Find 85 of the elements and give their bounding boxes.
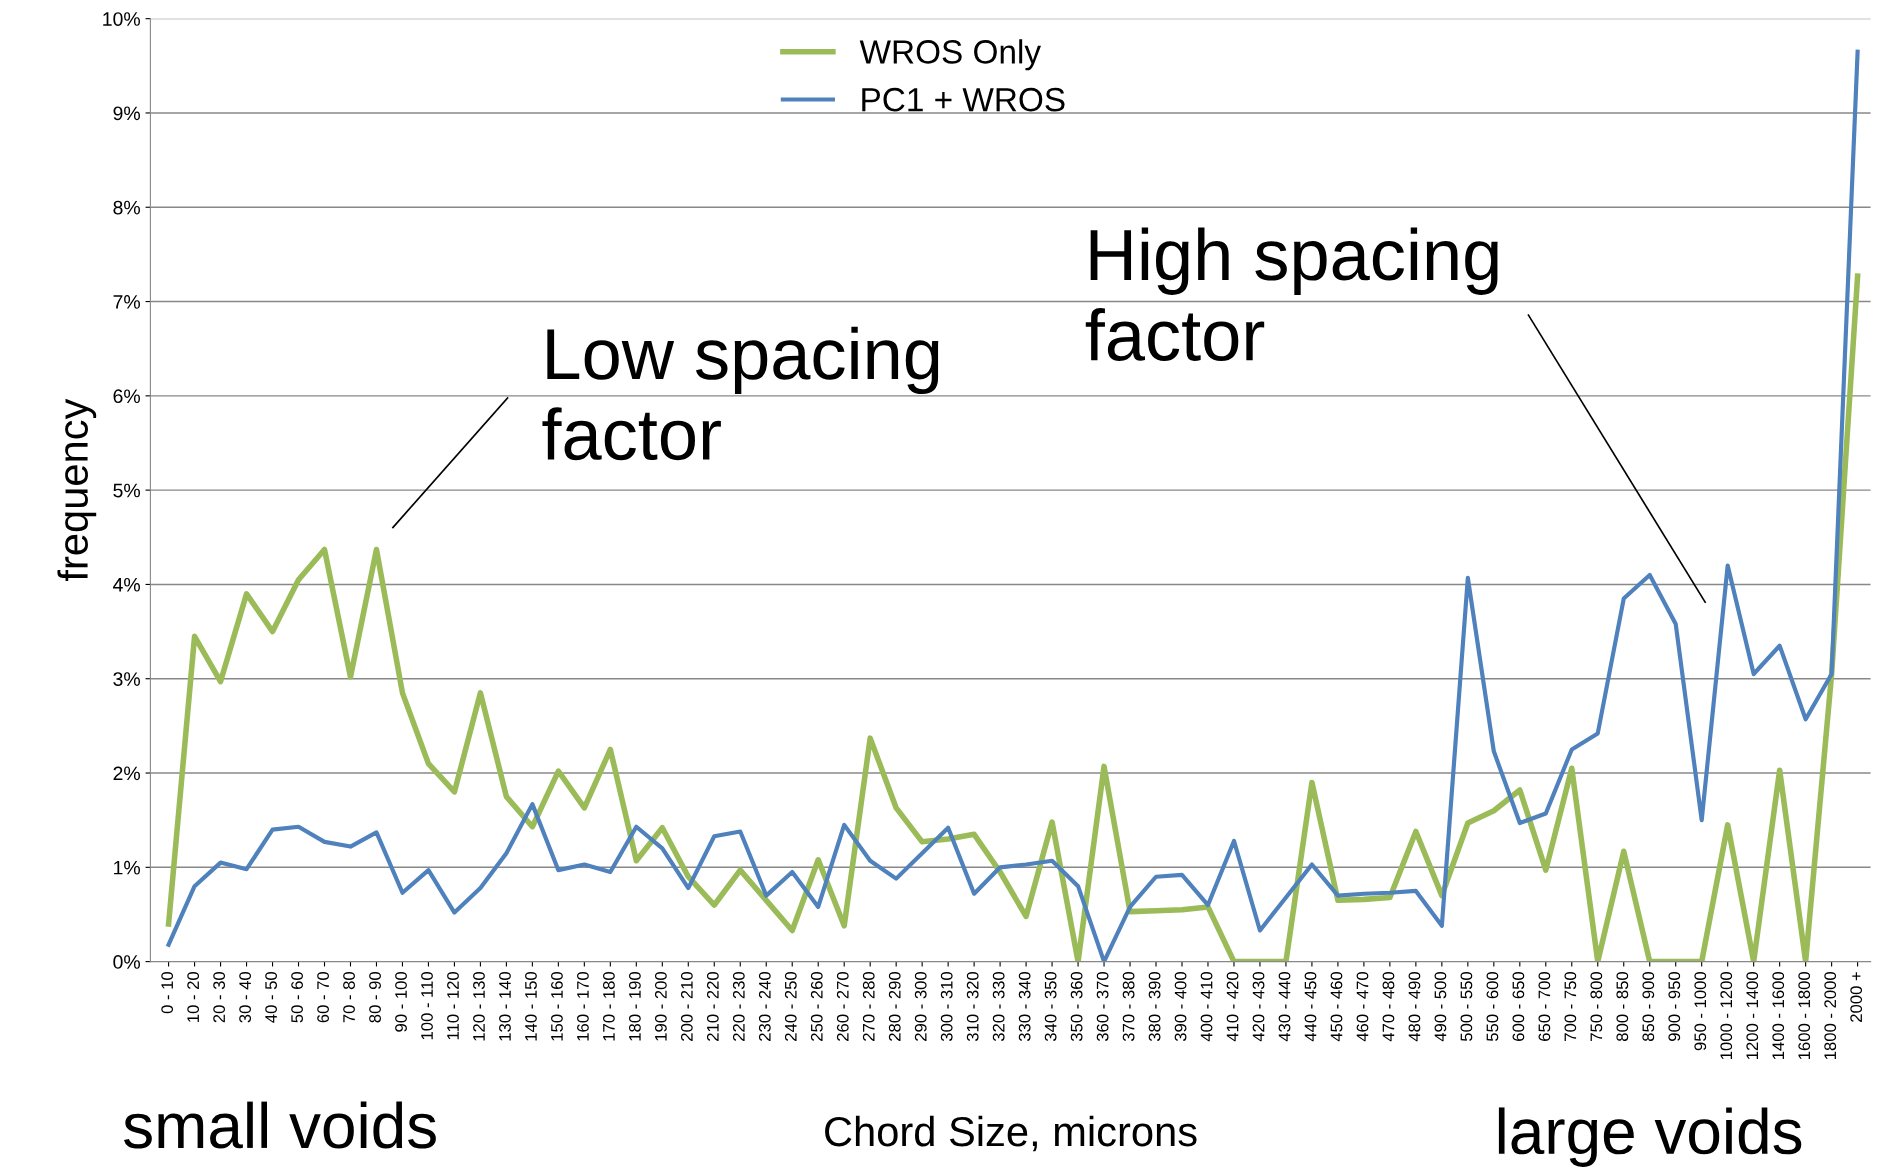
x-tick-label: 230 - 240 <box>758 971 771 1041</box>
x-tick-label: 380 - 390 <box>1148 971 1161 1042</box>
y-tick-label: 5% <box>113 483 140 498</box>
x-tick-label: 140 - 150 <box>525 971 537 1041</box>
x-tick-label: 100 - 110 <box>421 971 433 1040</box>
x-tick-label: 290 - 300 <box>914 971 927 1041</box>
y-tick-label: 2% <box>113 766 140 781</box>
x-tick-label: 360 - 370 <box>1096 971 1109 1042</box>
x-tick-label: 90 - 100 <box>395 971 407 1032</box>
x-tick-label: 850 - 900 <box>1642 971 1655 1042</box>
annotation: Low spacing factor <box>542 326 939 461</box>
annotation: High spacing factor <box>1085 227 1498 362</box>
x-tick-label: 1400 - 1600 <box>1772 971 1785 1060</box>
legend-label: PC1 + WROS <box>862 87 1065 112</box>
x-tick-label: 340 - 350 <box>1044 971 1057 1042</box>
x-tick-label: 270 - 280 <box>862 971 875 1041</box>
x-tick-label: 650 - 700 <box>1538 971 1551 1041</box>
x-axis-title: Chord Size, microns <box>825 1115 1197 1152</box>
x-tick-label: 750 - 800 <box>1590 971 1603 1041</box>
x-tick-label: 10 - 20 <box>187 971 200 1022</box>
x-tick-label: 40 - 50 <box>265 971 277 1023</box>
x-tick-label: 450 - 460 <box>1330 971 1343 1042</box>
x-tick-label: 390 - 400 <box>1174 971 1187 1042</box>
x-tick-label: 150 - 160 <box>551 971 563 1041</box>
x-tick-label: 160 - 170 <box>577 971 589 1041</box>
x-tick-label: 600 - 650 <box>1512 971 1525 1041</box>
x-tick-label: 20 - 30 <box>213 971 226 1023</box>
x-tick-label: 440 - 450 <box>1304 971 1317 1042</box>
x-tick-label: 310 - 320 <box>966 971 979 1042</box>
y-tick-label: 4% <box>113 577 140 592</box>
y-tick-label: 1% <box>114 860 140 875</box>
y-axis-title: frequency <box>57 398 97 582</box>
x-tick-label: 950 - 1000 <box>1694 971 1707 1051</box>
x-tick-label: 210 - 220 <box>706 971 719 1041</box>
x-tick-label: 30 - 40 <box>239 971 252 1023</box>
x-tick-label: 700 - 750 <box>1564 971 1577 1041</box>
x-tick-label: 900 - 950 <box>1668 971 1681 1041</box>
x-tick-label: 50 - 60 <box>291 971 303 1023</box>
x-tick-label: 460 - 470 <box>1356 971 1369 1042</box>
x-tick-label: 490 - 500 <box>1434 971 1447 1042</box>
y-tick-label: 0% <box>113 955 140 969</box>
x-tick-label: 320 - 330 <box>992 971 1005 1042</box>
x-tick-label: 250 - 260 <box>810 971 823 1041</box>
x-tick-label: 280 - 290 <box>888 971 901 1041</box>
x-tick-label: 0 - 10 <box>161 971 174 1014</box>
x-tick-label: 470 - 480 <box>1382 971 1395 1042</box>
x-tick-label: 420 - 430 <box>1252 971 1265 1042</box>
y-tick-label: 3% <box>113 672 140 686</box>
x-tick-label: 550 - 600 <box>1486 971 1499 1042</box>
x-tick-label: 400 - 410 <box>1200 971 1213 1042</box>
x-tick-label: 120 - 130 <box>473 971 485 1041</box>
x-tick-label: 370 - 380 <box>1122 971 1135 1042</box>
y-tick-label: 10% <box>103 12 140 26</box>
x-tick-label: 190 - 200 <box>654 971 667 1041</box>
text: large voids <box>1498 1107 1802 1167</box>
x-tick-label: 410 - 420 <box>1226 971 1239 1042</box>
x-tick-label: 1600 - 1800 <box>1798 971 1811 1060</box>
x-tick-label: 300 - 310 <box>940 971 953 1042</box>
y-tick-label: 8% <box>113 200 140 215</box>
x-tick-label: 430 - 440 <box>1278 971 1291 1042</box>
x-tick-label: 180 - 190 <box>628 971 641 1041</box>
x-tick-label: 800 - 850 <box>1616 971 1629 1042</box>
x-tick-label: 80 - 90 <box>369 971 381 1023</box>
x-tick-label: 1200 - 1400 <box>1746 971 1759 1060</box>
x-tick-label: 480 - 490 <box>1408 971 1421 1042</box>
x-tick-label: 260 - 270 <box>836 971 849 1041</box>
y-tick-label: 6% <box>113 389 140 404</box>
x-tick-label: 70 - 80 <box>343 971 355 1023</box>
x-tick-label: 500 - 550 <box>1460 971 1473 1042</box>
x-tick-label: 2000 + <box>1850 972 1863 1022</box>
x-tick-label: 220 - 230 <box>732 971 745 1041</box>
x-tick-label: 350 - 360 <box>1070 971 1083 1042</box>
x-tick-label: 1800 - 2000 <box>1824 971 1837 1060</box>
x-tick-label: 330 - 340 <box>1018 971 1031 1042</box>
x-tick-label: 130 - 140 <box>499 971 511 1041</box>
y-tick-label: 9% <box>113 106 140 121</box>
x-tick-label: 110 - 120 <box>447 971 459 1040</box>
x-tick-label: 200 - 210 <box>680 971 693 1041</box>
x-tick-label: 170 - 180 <box>603 971 615 1041</box>
text: small voids <box>123 1101 436 1149</box>
x-tick-label: 240 - 250 <box>784 971 797 1041</box>
x-tick-label: 60 - 70 <box>317 971 329 1023</box>
y-tick-label: 7% <box>113 295 140 309</box>
x-tick-label: 1000 - 1200 <box>1720 971 1733 1060</box>
legend-label: WROS Only <box>859 39 1041 71</box>
